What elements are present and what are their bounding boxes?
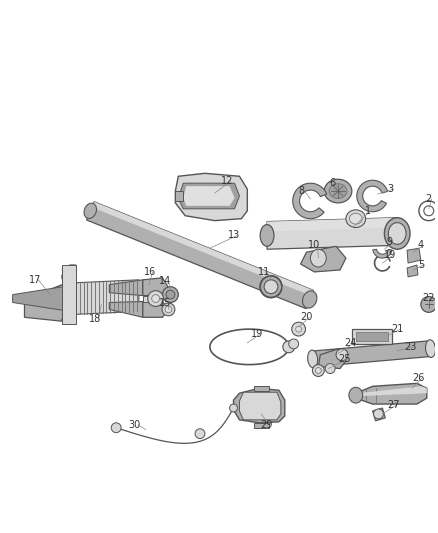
Polygon shape [407,265,418,277]
Text: 19: 19 [251,329,263,339]
Polygon shape [143,296,149,302]
Polygon shape [175,191,183,201]
Polygon shape [373,249,392,258]
Circle shape [292,322,306,336]
Polygon shape [143,302,169,317]
Text: 10: 10 [308,240,321,251]
Polygon shape [175,173,247,221]
Polygon shape [358,386,427,396]
Ellipse shape [166,290,175,299]
Ellipse shape [307,350,318,368]
Polygon shape [87,201,314,309]
Circle shape [374,409,383,419]
Ellipse shape [324,179,352,203]
Text: 18: 18 [89,314,102,324]
Polygon shape [178,183,240,209]
Text: 24: 24 [345,338,357,348]
Text: 11: 11 [258,267,270,277]
Text: 30: 30 [129,420,141,430]
Polygon shape [254,386,269,391]
Ellipse shape [350,213,362,224]
Text: 16: 16 [144,267,156,277]
Circle shape [148,290,163,306]
Text: 20: 20 [300,312,313,322]
Polygon shape [356,332,389,341]
Circle shape [421,296,437,312]
Polygon shape [356,383,427,404]
Ellipse shape [311,249,326,267]
Polygon shape [92,201,314,296]
Circle shape [195,429,205,439]
Circle shape [325,364,335,374]
Text: 5: 5 [418,260,424,270]
Ellipse shape [162,287,178,303]
Text: 25: 25 [339,354,351,364]
Ellipse shape [315,368,321,374]
Polygon shape [109,302,143,317]
Text: 12: 12 [222,176,234,186]
Text: 4: 4 [418,240,424,251]
Text: 17: 17 [29,275,42,285]
Ellipse shape [162,303,175,316]
Polygon shape [373,408,385,421]
Polygon shape [183,186,234,206]
Polygon shape [267,217,397,231]
Text: 15: 15 [159,298,172,309]
Circle shape [289,339,299,349]
Text: 27: 27 [387,400,399,410]
Text: 13: 13 [228,230,240,240]
Ellipse shape [346,210,366,228]
Ellipse shape [329,184,347,198]
Polygon shape [312,341,431,367]
Polygon shape [13,285,76,312]
Circle shape [283,341,295,353]
Polygon shape [109,280,143,296]
Ellipse shape [426,340,435,358]
Ellipse shape [260,276,282,297]
Circle shape [230,404,237,412]
Polygon shape [267,217,397,249]
Circle shape [152,295,159,303]
Text: 19: 19 [384,250,396,260]
Ellipse shape [303,291,317,308]
Polygon shape [300,246,346,272]
Ellipse shape [264,280,278,294]
Text: 1: 1 [364,206,371,216]
Circle shape [296,326,302,332]
Ellipse shape [389,223,406,244]
Text: 9: 9 [386,237,392,247]
Polygon shape [76,280,139,314]
Text: 3: 3 [387,184,393,194]
Ellipse shape [385,217,410,249]
Text: 8: 8 [299,186,304,196]
Polygon shape [254,423,269,427]
Text: 26: 26 [413,374,425,383]
Polygon shape [357,180,388,212]
Text: 14: 14 [159,276,172,286]
Circle shape [111,423,121,433]
Ellipse shape [260,224,274,246]
Text: 6: 6 [329,178,335,188]
Ellipse shape [84,203,96,219]
Text: 29: 29 [260,420,272,430]
Polygon shape [293,183,327,219]
Circle shape [336,349,348,361]
Text: 23: 23 [404,342,416,352]
Text: 22: 22 [423,293,435,303]
Polygon shape [62,265,76,324]
Text: 21: 21 [391,324,403,334]
Ellipse shape [349,387,363,403]
Polygon shape [25,265,76,321]
Polygon shape [143,278,169,296]
Text: 2: 2 [426,194,432,204]
Polygon shape [233,388,285,423]
Polygon shape [318,349,346,368]
Polygon shape [407,248,421,263]
Ellipse shape [165,306,172,313]
Polygon shape [240,392,281,420]
Ellipse shape [312,365,324,376]
Polygon shape [352,329,392,344]
